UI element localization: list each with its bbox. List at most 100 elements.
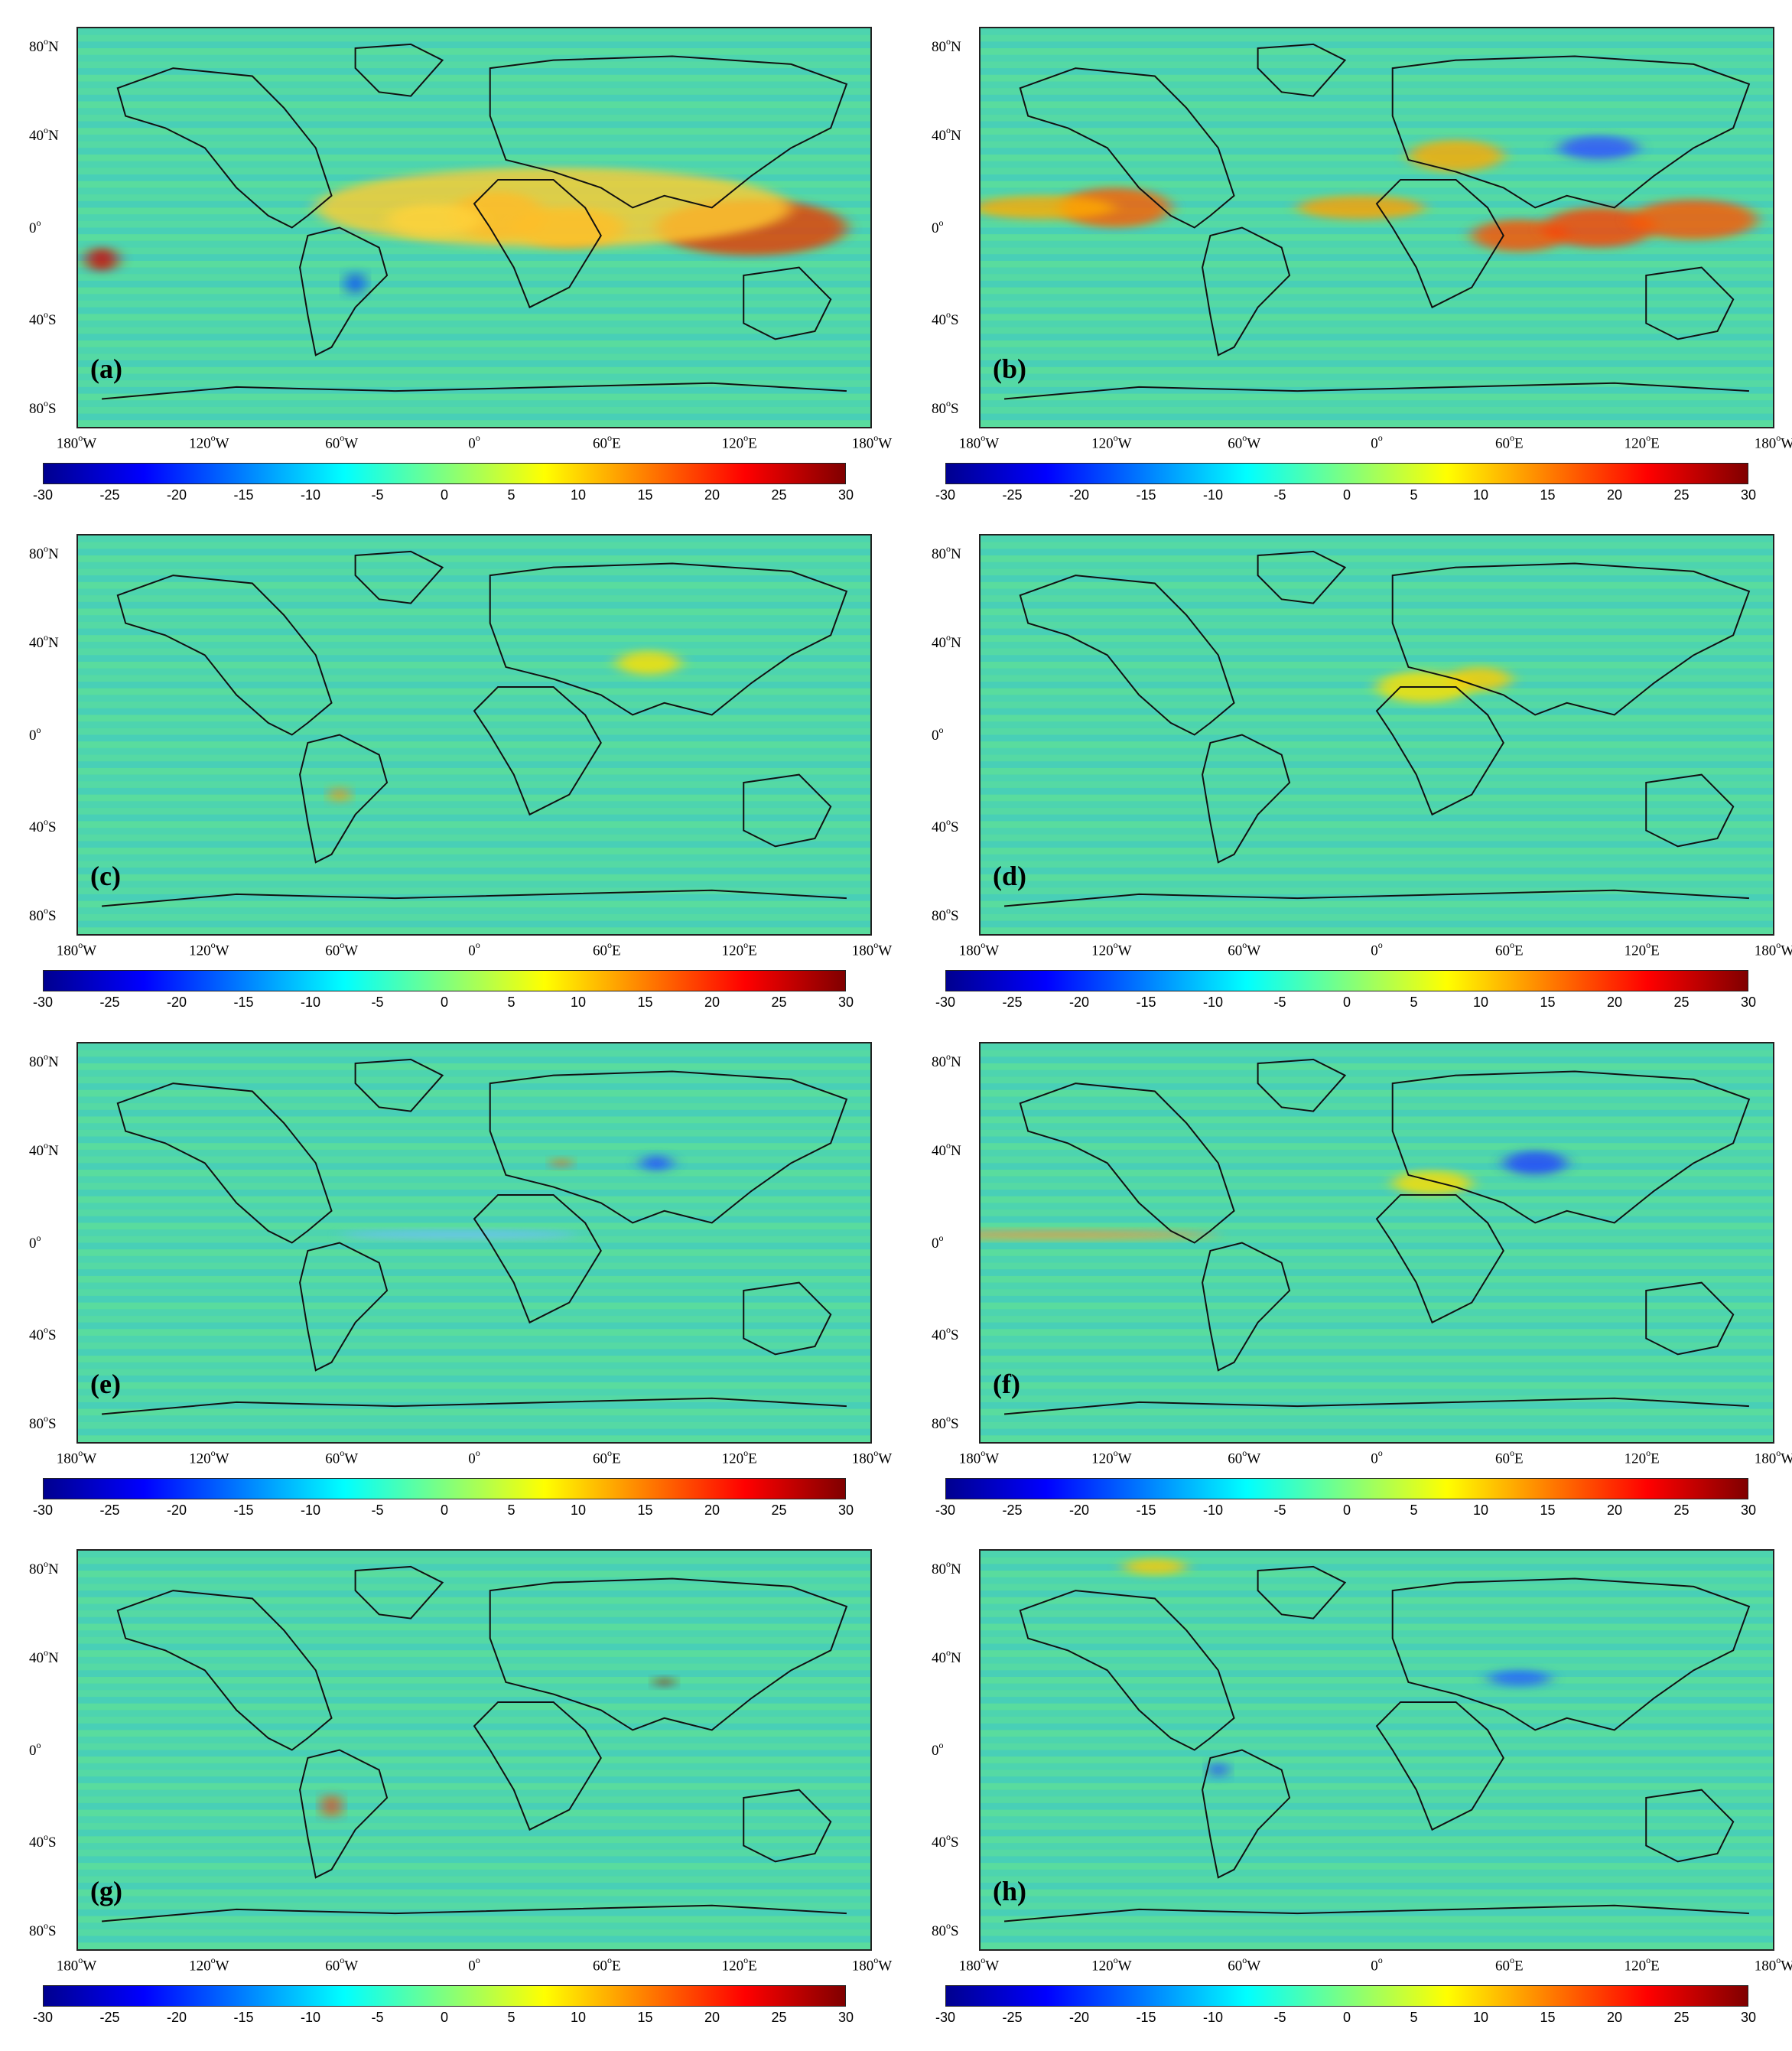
grid-band: [981, 1789, 1773, 1797]
grid-band: [981, 1149, 1773, 1157]
grid-band: [78, 340, 870, 347]
grid-band: [981, 868, 1773, 874]
grid-band: [981, 1395, 1773, 1402]
grid-band: [981, 894, 1773, 901]
grid-band: [981, 668, 1773, 676]
latitude-tick-label: 0o: [932, 1232, 944, 1252]
panel-label: (e): [90, 1369, 121, 1399]
grid-band: [981, 1295, 1773, 1303]
colorbar-tick-label: 30: [837, 1502, 854, 1518]
coastline: [300, 1243, 387, 1371]
grid-band: [981, 1123, 1773, 1130]
grid-band: [78, 1262, 870, 1270]
longitude-tick-label: 120oE: [721, 939, 757, 959]
colorbar-tick-label: -15: [233, 1502, 254, 1518]
grid-band: [78, 682, 870, 689]
map-svg: [981, 28, 1773, 427]
coastline: [1020, 68, 1234, 227]
grid-band: [981, 1136, 1773, 1144]
grid-band: [78, 1103, 870, 1110]
grid-band: [78, 1249, 870, 1256]
grid-band: [78, 848, 870, 855]
grid-band: [981, 1663, 1773, 1671]
grid-band: [78, 834, 870, 842]
coastline: [1258, 44, 1345, 96]
grid-band: [981, 808, 1773, 815]
grid-band: [78, 1428, 870, 1436]
grid-band: [78, 1630, 870, 1637]
grid-band: [981, 588, 1773, 596]
grid-band: [981, 661, 1773, 669]
longitude-tick-label: 0o: [468, 432, 480, 452]
grid-band: [981, 1382, 1773, 1389]
coastline: [474, 1702, 601, 1830]
colorbar-tick-label: 30: [837, 2010, 854, 2025]
colorbar-tick-label: -20: [1068, 1502, 1090, 1518]
colorbar: [43, 1985, 846, 2007]
grid-band: [981, 1650, 1773, 1657]
grid-band: [981, 1109, 1773, 1117]
world-map: [979, 27, 1774, 428]
grid-band: [78, 781, 870, 788]
longitude-tick-label: 60oE: [593, 1447, 621, 1467]
grid-band: [78, 774, 870, 782]
latitude-tick-label: 40oN: [29, 1646, 59, 1666]
grid-band: [981, 861, 1773, 868]
colorbar-tick-label: 25: [771, 2010, 787, 2025]
grid-band: [78, 608, 870, 616]
grid-band: [78, 393, 870, 401]
grid-band: [981, 1309, 1773, 1317]
colorbar-tick-label: -30: [32, 487, 54, 503]
colorbar-tick-label: 10: [1472, 995, 1489, 1010]
latitude-tick-label: 80oN: [932, 1051, 961, 1071]
grid-band: [981, 227, 1773, 235]
coastline: [490, 56, 847, 207]
grid-band: [981, 568, 1773, 576]
coastline: [356, 1567, 443, 1619]
grid-band: [981, 675, 1773, 682]
grid-band: [981, 1103, 1773, 1110]
colorbar-tick-label: -30: [32, 2010, 54, 2025]
longitude-tick-label: 0o: [1371, 432, 1383, 452]
grid-band: [78, 1809, 870, 1817]
grid-band: [78, 373, 870, 381]
grid-band: [78, 1823, 870, 1830]
latitude-tick-label: 80oS: [29, 1412, 57, 1432]
world-map: [979, 534, 1774, 936]
colorbar-tick-label: 10: [1472, 1502, 1489, 1518]
longitude-tick-label: 180oW: [958, 1955, 1000, 1974]
colorbar-tick-label: 20: [1606, 2010, 1623, 2025]
grid-band: [78, 581, 870, 589]
grid-band: [78, 61, 870, 69]
grid-band: [78, 1916, 870, 1923]
grid-band: [78, 1342, 870, 1349]
map-svg: [981, 1551, 1773, 1949]
grid-band: [78, 1935, 870, 1943]
grid-band: [78, 881, 870, 888]
grid-band: [981, 1942, 1773, 1949]
grid-band: [78, 48, 870, 55]
colorbar-tick-label: -20: [1068, 2010, 1090, 2025]
grid-band: [981, 134, 1773, 142]
map-panel: 80oN 40oN 0o 40oS 80oS 180oW 120oW 60oW 0o 60oE 12…: [0, 1019, 892, 1518]
grid-band: [981, 1809, 1773, 1817]
colorbar-tick-label: 30: [1740, 995, 1757, 1010]
grid-band: [78, 1929, 870, 1936]
coastline: [102, 1398, 847, 1415]
colorbar-tick-label: 5: [507, 2010, 515, 2025]
grid-band: [78, 400, 870, 407]
colorbar-tick-label: -30: [935, 1502, 956, 1518]
grid-band: [78, 734, 870, 742]
latitude-tick-label: 80oS: [932, 1919, 959, 1939]
latitude-tick-label: 80oS: [932, 1412, 959, 1432]
colorbar-tick-label: -25: [1002, 1502, 1023, 1518]
grid-band: [78, 1309, 870, 1317]
grid-band: [78, 920, 870, 928]
map-svg: [78, 1043, 870, 1442]
grid-band: [981, 366, 1773, 374]
coastline: [356, 44, 443, 96]
grid-band: [981, 1083, 1773, 1090]
coastline: [1393, 563, 1749, 715]
grid-band: [981, 1249, 1773, 1256]
longitude-tick-label: 180oW: [1754, 432, 1792, 452]
